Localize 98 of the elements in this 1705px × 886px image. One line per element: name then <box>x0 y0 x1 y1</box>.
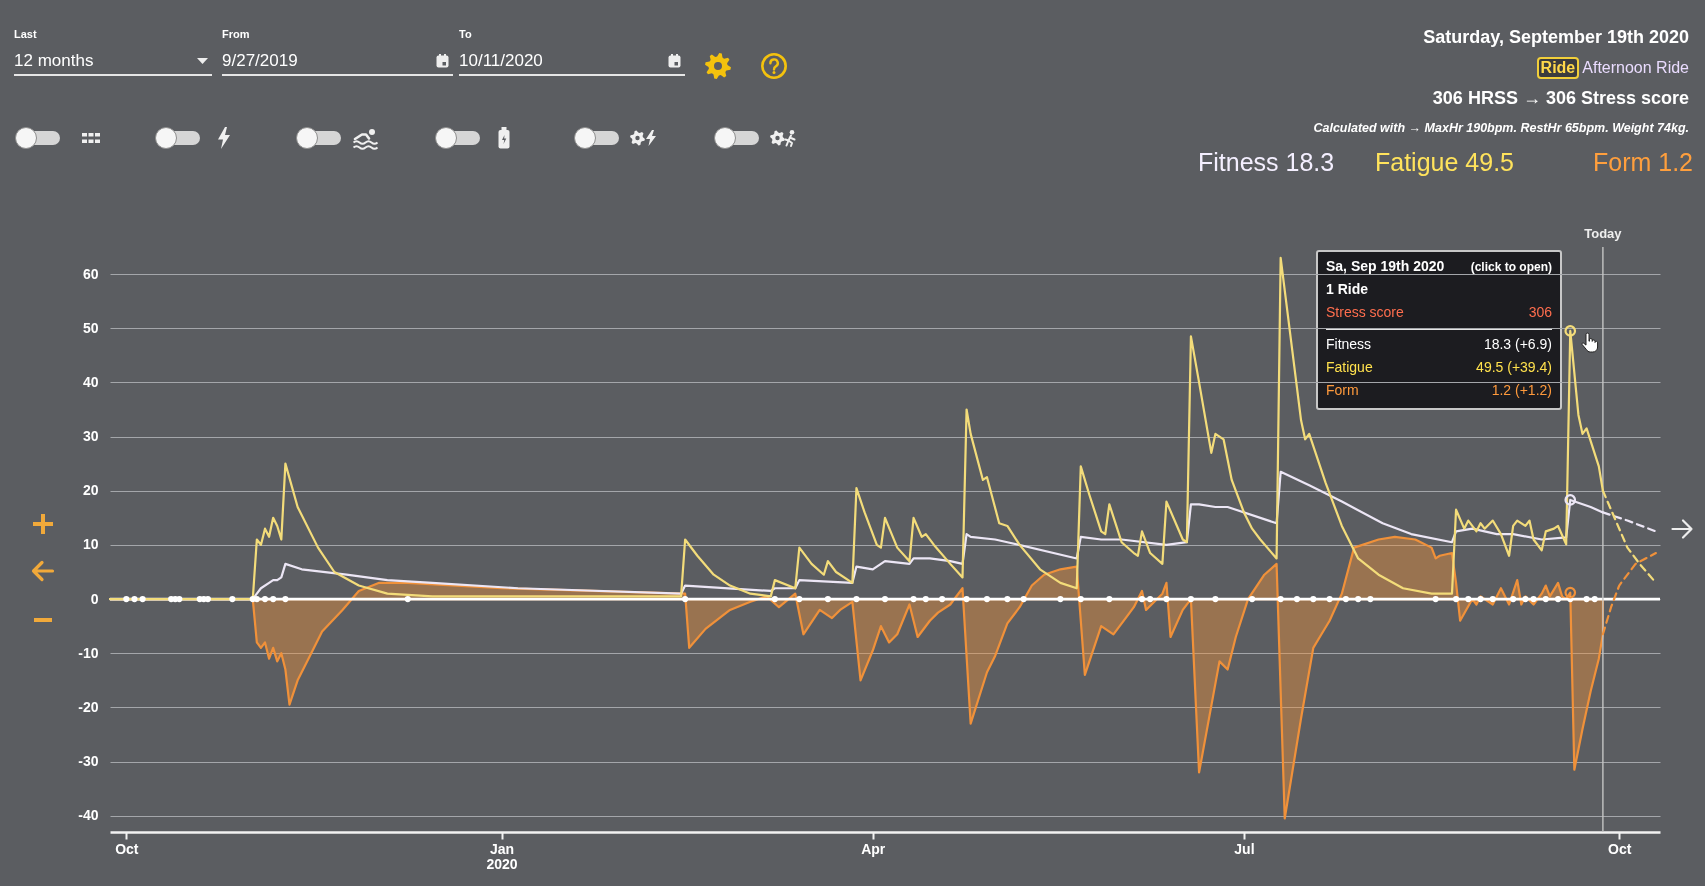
point <box>1310 596 1317 603</box>
point <box>1057 596 1064 603</box>
text: Calculated with → MaxHr 190bpm. RestHr 65bpm. Weight 74kg. <box>1313 121 1689 135</box>
point <box>881 596 889 603</box>
point <box>1452 596 1460 603</box>
y-tick-label: -10 <box>78 644 99 661</box>
point <box>1522 596 1529 603</box>
tag-badge: Ride <box>1536 57 1580 79</box>
point <box>1249 596 1256 603</box>
y-tick-label: -30 <box>78 753 99 770</box>
point <box>1591 596 1598 603</box>
x-tick-label: Apr <box>861 840 886 857</box>
point <box>204 596 211 603</box>
point <box>771 596 778 603</box>
point <box>123 596 130 603</box>
annotation: Form <box>1326 382 1359 398</box>
text: Fatigue 49.5 <box>1375 148 1514 177</box>
point <box>1077 596 1084 603</box>
annotation: (click to open) <box>1470 260 1552 274</box>
point <box>1432 596 1439 603</box>
point <box>1554 596 1562 603</box>
point <box>1564 325 1577 337</box>
date-field: 9/27/2019 <box>222 46 453 76</box>
point <box>1367 596 1374 603</box>
date-field: 10/11/2020 <box>459 46 685 76</box>
point <box>270 596 277 603</box>
y-tick-label: 50 <box>82 319 99 336</box>
x-tick-label: Jul <box>1234 840 1255 857</box>
point <box>1465 596 1472 603</box>
annotation: Fatigue <box>1326 359 1373 375</box>
y-tick-label: 60 <box>82 265 99 282</box>
point <box>282 596 289 603</box>
annotation: Stress score <box>1326 304 1404 320</box>
y-tick-label: 0 <box>90 590 99 607</box>
text: Fitness 18.3 <box>1198 148 1335 177</box>
point <box>1564 586 1577 599</box>
point <box>261 596 269 603</box>
annotation: Fitness <box>1326 336 1372 352</box>
text: Form 1.2 <box>1592 148 1693 177</box>
dropdown-field: 12 months <box>14 46 212 76</box>
point <box>939 596 946 603</box>
point <box>922 596 929 603</box>
point <box>176 596 183 603</box>
ref-line-label: Today <box>1584 226 1623 241</box>
point <box>1163 596 1170 603</box>
point <box>1187 596 1194 603</box>
point <box>1106 596 1113 603</box>
annotation: 1 Ride <box>1326 281 1369 297</box>
point <box>983 596 991 603</box>
point <box>1004 596 1011 603</box>
annotation: 306 <box>1528 304 1552 320</box>
text: Last <box>14 28 37 40</box>
point <box>963 596 970 603</box>
point <box>1477 596 1484 603</box>
point <box>1564 494 1577 506</box>
point <box>1542 596 1549 603</box>
y-tick-label: -40 <box>78 807 99 824</box>
annotation: 49.5 (+39.4) <box>1476 359 1552 375</box>
y-tick-label: 40 <box>82 373 99 390</box>
x-tick-label: Oct <box>1608 840 1632 857</box>
point <box>1342 596 1349 603</box>
point <box>1138 596 1146 603</box>
point <box>253 596 260 603</box>
point <box>1355 596 1362 603</box>
line-series <box>1601 551 1658 636</box>
point <box>1530 596 1537 603</box>
point <box>1277 596 1284 603</box>
point <box>229 596 236 603</box>
y-tick-label: 30 <box>82 428 99 445</box>
y-tick-label: -20 <box>78 698 99 715</box>
point <box>1020 596 1027 603</box>
text: From <box>222 28 250 40</box>
x-tick-label: Jan 2020 <box>486 840 518 872</box>
point <box>1326 596 1333 603</box>
text: Saturday, September 19th 2020 <box>1423 27 1689 48</box>
point <box>131 596 138 603</box>
point <box>404 596 411 603</box>
point <box>1510 596 1517 603</box>
annotation: Sa, Sep 19th 2020 <box>1326 258 1445 274</box>
annotation: 18.3 (+6.9) <box>1483 336 1552 352</box>
point <box>910 596 917 603</box>
y-tick-label: 20 <box>82 482 99 499</box>
point <box>1489 596 1496 603</box>
point <box>682 596 689 603</box>
y-tick-label: 10 <box>82 536 99 553</box>
point <box>796 596 803 603</box>
point <box>1293 596 1301 603</box>
point <box>139 596 146 603</box>
point <box>824 596 831 603</box>
annotation: 1.2 (+1.2) <box>1491 382 1552 398</box>
text: To <box>459 28 472 40</box>
point <box>1147 596 1154 603</box>
text: Afternoon Ride <box>1582 59 1689 77</box>
text: 306 HRSS → 306 Stress score <box>1432 88 1689 109</box>
point <box>853 596 860 603</box>
point <box>1212 596 1219 603</box>
x-tick-label: Oct <box>115 840 139 857</box>
point <box>1583 596 1590 603</box>
